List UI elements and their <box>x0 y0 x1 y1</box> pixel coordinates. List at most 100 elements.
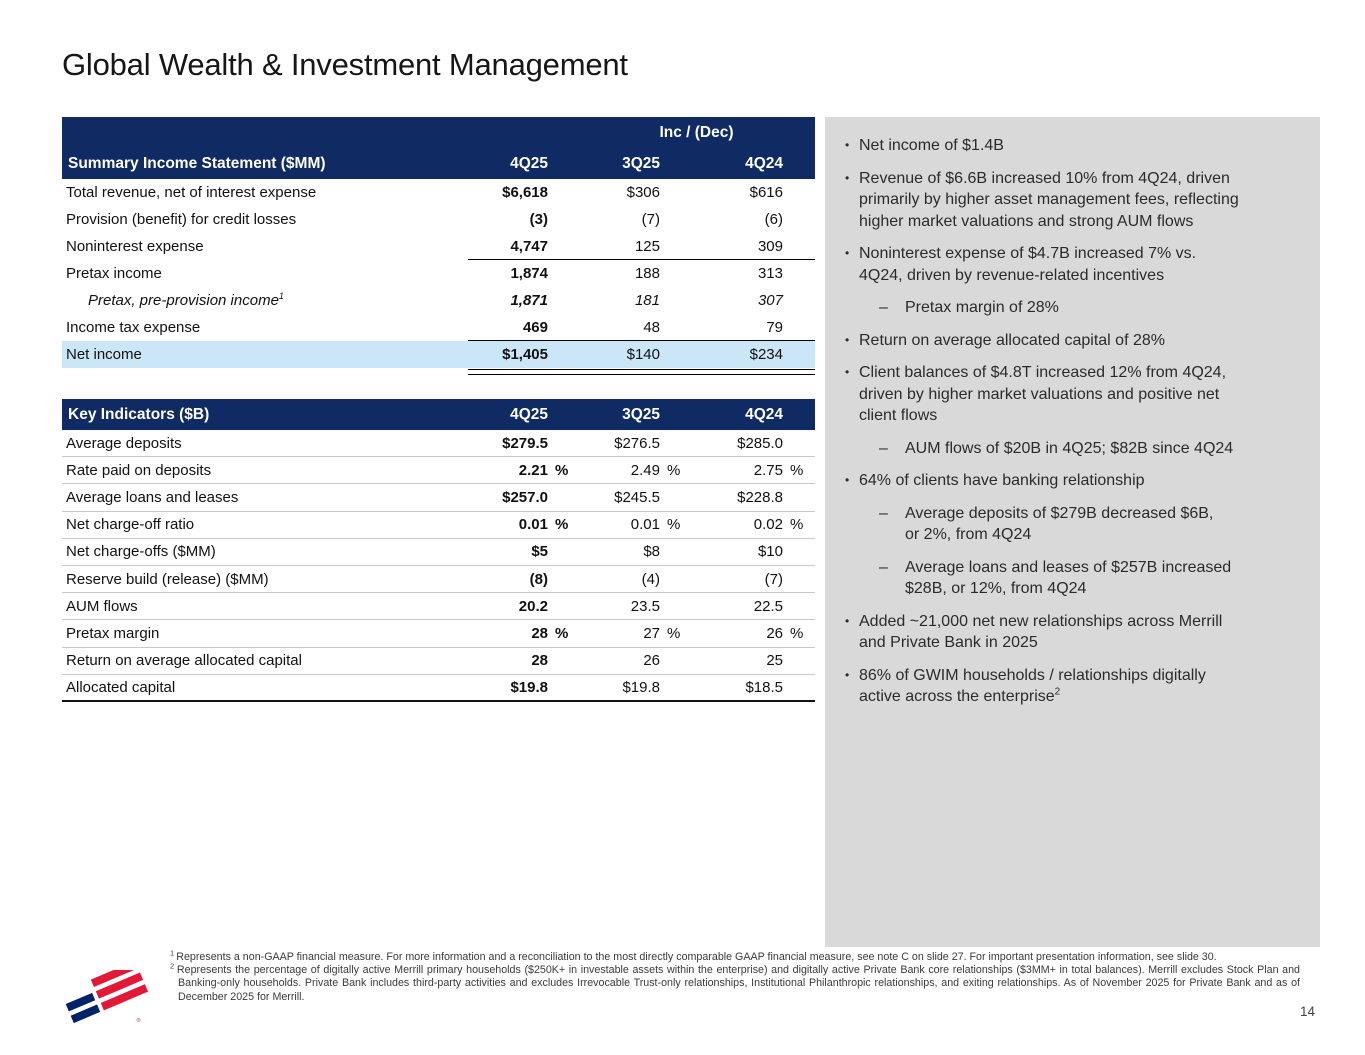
bullet-marker: • <box>845 365 850 379</box>
bullet-marker: • <box>845 170 850 185</box>
table-row: Average loans and leases $257.0 $245.5 $… <box>62 484 815 512</box>
value-4q25: (3) <box>529 211 548 228</box>
page-number: 14 <box>1300 1004 1316 1019</box>
table-row: Pretax, pre-provision income1 1,871 181 … <box>62 287 815 314</box>
bullet-marker: • <box>845 246 850 260</box>
value-3q25: $8 <box>643 543 660 561</box>
value-3q25: $140 <box>626 346 660 363</box>
value-4q25: 4,747 <box>510 238 548 255</box>
bullet-text: Average loans and leases of $257B increa… <box>905 558 1232 598</box>
value-4q24: 307 <box>757 292 783 309</box>
table-row: Reserve build (release) ($MM) (8) (4) (7… <box>62 566 815 594</box>
row-label: Net charge-offs ($MM) <box>66 543 216 561</box>
percent-4q25: % <box>555 461 569 479</box>
value-4q24: 309 <box>757 238 783 255</box>
value-4q24: $234 <box>749 346 783 363</box>
highlights-bullet-list: • Net income of $1.4B • Revenue of $6.6B… <box>839 135 1304 708</box>
row-label: Provision (benefit) for credit losses <box>66 211 297 228</box>
column-header-3q25: 3Q25 <box>622 405 660 423</box>
value-4q25: 20.2 <box>518 597 548 615</box>
value-4q25: 1,874 <box>510 265 548 282</box>
value-4q25: 1,871 <box>510 292 548 309</box>
row-label: Income tax expense <box>66 319 201 336</box>
column-header-4q24: 4Q24 <box>745 154 783 172</box>
value-4q24: 26 <box>766 624 783 642</box>
value-4q24: 313 <box>757 265 783 282</box>
bullet-text: Return on average allocated capital of 2… <box>859 331 1165 349</box>
table-row: Net charge-offs ($MM) $5 $8 $10 <box>62 539 815 566</box>
bullet-text: AUM flows of $20B in 4Q25; $82B since 4Q… <box>905 439 1234 457</box>
key-indicators-table: Key Indicators ($B) 4Q25 3Q25 4Q24 Avera… <box>62 399 815 702</box>
table-row: Provision (benefit) for credit losses (3… <box>62 206 815 233</box>
summary-income-statement-table: Inc / (Dec) Summary Income Statement ($M… <box>62 117 815 375</box>
table-row: Net income $1,405 $140 $234 <box>62 341 815 375</box>
row-label: Average deposits <box>66 434 182 452</box>
column-header-3q25: 3Q25 <box>622 154 660 172</box>
footnote-text: Represents the percentage of digitally a… <box>176 964 1300 1003</box>
percent-4q25: % <box>555 624 569 642</box>
bullet-marker: • <box>845 613 850 628</box>
bullet-item: • Client balances of $4.8T increased 12%… <box>839 362 1304 427</box>
table-row: Average deposits $279.5 $276.5 $285.0 <box>62 430 815 458</box>
bullet-text: Added ~21,000 net new relationships acro… <box>859 612 1223 652</box>
bullet-item: • Net income of $1.4B <box>839 135 1304 157</box>
table-row: Net charge-off ratio 0.01 % 0.01 % 0.02 … <box>62 512 815 539</box>
value-4q24: $10 <box>757 543 783 561</box>
inc-dec-group-header: Inc / (Dec) <box>659 123 734 141</box>
indicators-table-title: Key Indicators ($B) <box>68 405 210 423</box>
row-label: Net income <box>66 346 142 363</box>
value-4q25: $6,618 <box>502 184 548 201</box>
table-row: Return on average allocated capital 28 2… <box>62 648 815 675</box>
row-label: Pretax income <box>66 265 162 282</box>
footnotes: 1 Represents a non-GAAP financial measur… <box>170 949 1300 1004</box>
flagscape-logo-graphic: ® <box>65 960 149 1024</box>
value-4q25: 2.21 <box>518 461 548 479</box>
bullet-text: Revenue of $6.6B increased 10% from 4Q24… <box>859 169 1239 230</box>
bullet-item: • 64% of clients have banking relationsh… <box>839 470 1304 492</box>
bullet-text: 64% of clients have banking relationship <box>859 472 1145 489</box>
page-title: Global Wealth & Investment Management <box>62 47 628 82</box>
bullet-item: – Pretax margin of 28% <box>879 297 1304 319</box>
column-header-4q25: 4Q25 <box>510 405 548 423</box>
bullet-text: Net income of $1.4B <box>859 137 1004 154</box>
bullet-text: Pretax margin of 28% <box>905 299 1059 316</box>
value-4q24: 2.75 <box>753 461 783 479</box>
value-3q25: 125 <box>634 238 660 255</box>
percent-3q25: % <box>667 624 681 642</box>
bullet-marker: – <box>879 558 888 576</box>
row-label: Total revenue, net of interest expense <box>66 184 317 201</box>
bullet-marker: – <box>879 504 888 522</box>
value-3q25: 48 <box>643 319 660 336</box>
income-table-title: Summary Income Statement ($MM) <box>68 154 326 172</box>
footnote-marker: 2 <box>170 961 177 971</box>
value-4q25: $279.5 <box>502 434 548 452</box>
footnote-text: Represents a non-GAAP financial measure.… <box>176 951 1217 963</box>
value-4q25: 28 <box>531 624 548 642</box>
value-4q24: 79 <box>766 319 783 336</box>
bullet-text: 86% of GWIM households / relationships d… <box>859 666 1206 706</box>
row-label: Average loans and leases <box>66 488 239 506</box>
bullet-marker: – <box>879 299 888 316</box>
percent-4q24: % <box>790 624 804 642</box>
bullet-text: Noninterest expense of $4.7B increased 7… <box>859 245 1197 284</box>
indicators-table-header: Key Indicators ($B) 4Q25 3Q25 4Q24 <box>62 399 815 430</box>
highlights-panel: • Net income of $1.4B • Revenue of $6.6B… <box>825 117 1320 947</box>
income-table-header: Inc / (Dec) Summary Income Statement ($M… <box>62 117 815 179</box>
value-4q24: $285.0 <box>737 434 783 452</box>
value-4q24: (7) <box>764 570 783 588</box>
table-row: Income tax expense 469 48 79 <box>62 314 815 341</box>
footnote-marker: 1 <box>278 291 284 301</box>
percent-4q24: % <box>790 461 804 479</box>
row-label: Reserve build (release) ($MM) <box>66 570 269 588</box>
bullet-marker: • <box>845 667 850 682</box>
bullet-item: • 86% of GWIM households / relationships… <box>839 665 1304 708</box>
value-3q25: 26 <box>643 652 660 670</box>
income-table-body: Total revenue, net of interest expense $… <box>62 179 815 375</box>
row-label: Return on average allocated capital <box>66 652 302 670</box>
column-header-4q25: 4Q25 <box>510 154 548 172</box>
table-row: Allocated capital $19.8 $19.8 $18.5 <box>62 675 815 702</box>
column-header-4q24: 4Q24 <box>745 405 783 423</box>
percent-4q25: % <box>555 516 569 534</box>
bullet-marker: • <box>845 138 850 152</box>
